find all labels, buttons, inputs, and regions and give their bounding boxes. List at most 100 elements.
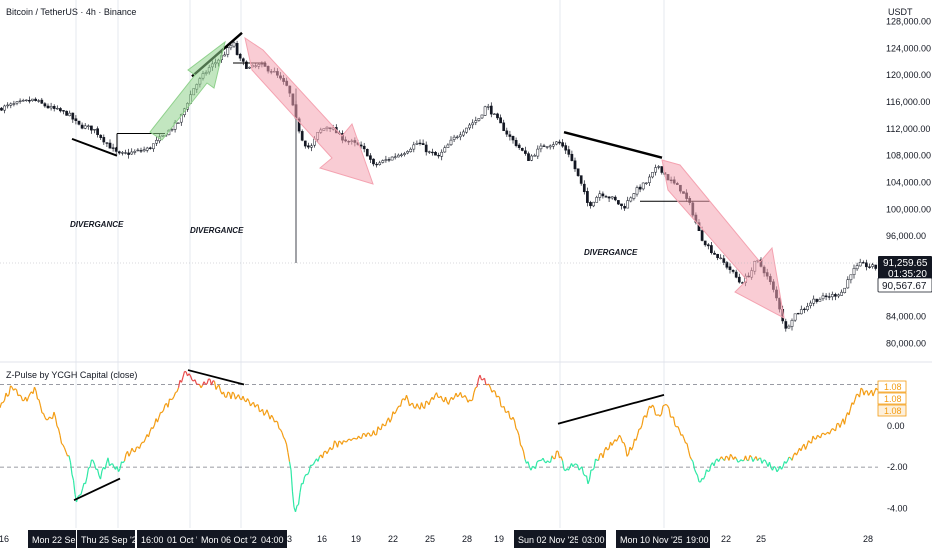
price-tick-label: 84,000.00: [886, 312, 926, 322]
candle-up: [381, 160, 385, 163]
candle-up: [486, 106, 490, 108]
price-axis[interactable]: USDT 128,000.00 124,000.00 120,000.00 116,0…: [886, 7, 931, 513]
candle-up: [849, 274, 853, 281]
zpulse-segment: [428, 400, 432, 405]
zpulse-segment: [554, 450, 558, 459]
candle-up: [592, 201, 595, 207]
symbol-title[interactable]: Bitcoin / TetherUS · 4h · Binance: [6, 7, 136, 17]
candle-down: [418, 142, 422, 145]
candle-up: [787, 325, 791, 329]
zpulse-segment: [641, 417, 645, 426]
candle-down: [489, 105, 493, 115]
zpulse-segment: [49, 416, 52, 419]
zpulse-segment: [372, 430, 376, 436]
zpulse-segment: [203, 381, 207, 385]
zpulse-segment: [651, 404, 655, 408]
zpulse-segment: [259, 410, 262, 413]
zpulse-segment: [215, 386, 219, 390]
zpulse-segment: [849, 402, 853, 409]
candle-up: [403, 153, 406, 155]
zpulse-segment: [122, 460, 125, 464]
zpulse-segment: [250, 403, 253, 407]
zpulse-segment: [774, 467, 778, 473]
candle-up: [136, 149, 140, 152]
candle-up: [440, 151, 444, 157]
zpulse-segment: [93, 464, 97, 470]
zpulse-segment: [279, 429, 283, 433]
zpulse-segment: [99, 470, 103, 480]
candle-up: [68, 112, 72, 117]
zpulse-segment: [384, 420, 388, 427]
zpulse-segment: [222, 391, 226, 398]
candle-up: [539, 145, 543, 150]
zpulse-segment: [77, 494, 80, 497]
zpulse-segment: [350, 438, 353, 442]
candle-down: [803, 308, 806, 311]
zpulse-segment: [435, 392, 439, 398]
zpulse-segment: [246, 398, 250, 402]
zpulse-segment: [653, 407, 657, 415]
zpulse-segment: [516, 430, 520, 436]
zpulse-segment: [188, 373, 191, 377]
zpulse-segment: [377, 426, 381, 430]
zpulse-segment: [828, 430, 832, 435]
zpulse-segment: [0, 402, 3, 408]
candle-up: [446, 144, 450, 148]
candle-down: [567, 149, 571, 155]
indicator-level-boxes: 1.08 1.08 1.08: [877, 380, 907, 417]
candle-up: [548, 145, 552, 148]
zpulse-segment: [677, 426, 681, 431]
candle-up: [837, 294, 840, 297]
zpulse-segment: [81, 482, 85, 490]
indicator-title[interactable]: Z-Pulse by YCGH Capital (close): [6, 370, 137, 380]
zpulse-segment: [134, 447, 138, 453]
candle-down: [601, 193, 605, 197]
zpulse-segment: [739, 459, 742, 462]
zpulse-segment: [71, 474, 75, 481]
candle-up: [846, 279, 850, 289]
zpulse-segment: [689, 456, 693, 460]
trendline-falling-lows: [71, 137, 118, 157]
zpulse-segment: [583, 473, 586, 477]
candle-down: [874, 264, 878, 269]
zpulse-segment: [834, 423, 838, 432]
zpulse-segment: [852, 399, 856, 405]
zpulse-segment: [96, 468, 100, 476]
zpulse-segment: [175, 391, 178, 394]
zpulse-segment: [59, 434, 63, 444]
candle-down: [369, 155, 372, 160]
zpulse-segment: [33, 386, 37, 392]
zpulse-segment: [522, 451, 526, 460]
candle-up: [443, 147, 447, 153]
candle-down: [607, 196, 611, 199]
candle-down: [375, 163, 378, 166]
candle-down: [80, 124, 84, 129]
zpulse-segment: [593, 458, 597, 469]
zpulse-segment: [461, 396, 464, 398]
zpulse-segment: [819, 433, 823, 439]
candle-down: [65, 110, 68, 116]
zpulse-segment: [326, 450, 330, 454]
zpulse-series: [0, 370, 878, 513]
candle-up: [31, 98, 34, 101]
level-label-2: 1.08: [884, 394, 902, 404]
indicator-tick-label: 0.00: [887, 421, 905, 431]
zpulse-segment: [452, 396, 456, 401]
indicator-pane[interactable]: [0, 369, 878, 513]
last-price-badge: 91,259.65 01:35:20: [878, 256, 932, 281]
zpulse-segment: [804, 445, 808, 450]
candle-up: [49, 106, 53, 109]
zpulse-segment: [39, 405, 43, 414]
time-tick-label: 16: [317, 534, 327, 544]
candle-up: [651, 172, 654, 178]
zpulse-segment: [409, 403, 412, 407]
price-pane[interactable]: [0, 31, 878, 332]
zpulse-segment: [8, 385, 12, 395]
crosshair-date-labels: Mon 22 Se Thu 25 Sep '25 16:00 01 Oct ' Mon …: [28, 530, 710, 548]
time-grid-lines: [75, 0, 665, 528]
zpulse-segment: [706, 469, 709, 472]
candle-up: [384, 159, 388, 161]
zpulse-segment: [752, 458, 756, 462]
